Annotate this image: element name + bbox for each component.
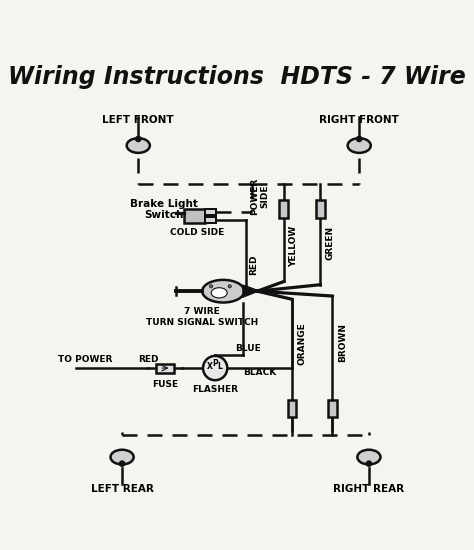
Text: FUSE: FUSE <box>152 379 178 389</box>
FancyBboxPatch shape <box>205 217 216 223</box>
Text: 7 WIRE
TURN SIGNAL SWITCH: 7 WIRE TURN SIGNAL SWITCH <box>146 307 258 327</box>
FancyBboxPatch shape <box>205 209 216 214</box>
Text: ORANGE: ORANGE <box>297 322 306 365</box>
Text: BROWN: BROWN <box>337 323 346 362</box>
Text: COLD SIDE: COLD SIDE <box>170 228 225 236</box>
Text: P: P <box>212 359 218 368</box>
Circle shape <box>210 285 213 288</box>
Circle shape <box>203 356 228 380</box>
Text: RIGHT REAR: RIGHT REAR <box>333 485 404 494</box>
Ellipse shape <box>127 138 150 153</box>
Ellipse shape <box>202 280 244 302</box>
Ellipse shape <box>110 450 134 464</box>
Text: POWER
SIDE: POWER SIDE <box>250 178 269 215</box>
Circle shape <box>228 285 231 288</box>
Ellipse shape <box>347 138 371 153</box>
Circle shape <box>356 136 362 141</box>
Text: LEFT REAR: LEFT REAR <box>91 485 154 494</box>
Text: BLUE: BLUE <box>235 344 260 353</box>
FancyBboxPatch shape <box>156 364 174 372</box>
Text: GREEN: GREEN <box>326 226 335 260</box>
Circle shape <box>136 136 141 141</box>
Text: LEFT FRONT: LEFT FRONT <box>102 114 174 125</box>
FancyBboxPatch shape <box>184 208 205 223</box>
Text: FLASHER: FLASHER <box>192 384 238 394</box>
Text: X: X <box>207 362 213 371</box>
Text: TO POWER: TO POWER <box>58 355 113 364</box>
FancyBboxPatch shape <box>328 400 337 417</box>
Text: Brake Light
Switch: Brake Light Switch <box>130 199 198 220</box>
Circle shape <box>119 461 125 466</box>
Text: YELLOW: YELLOW <box>289 226 298 267</box>
FancyBboxPatch shape <box>280 200 288 218</box>
Text: Wiring Instructions  HDTS - 7 Wire: Wiring Instructions HDTS - 7 Wire <box>8 65 466 89</box>
FancyBboxPatch shape <box>288 400 296 417</box>
Text: L: L <box>218 362 222 371</box>
Ellipse shape <box>357 450 381 464</box>
Text: BLACK: BLACK <box>243 368 276 377</box>
Text: RIGHT FRONT: RIGHT FRONT <box>319 114 399 125</box>
Text: RED: RED <box>249 254 258 275</box>
Ellipse shape <box>211 288 227 298</box>
Polygon shape <box>243 285 259 298</box>
Text: RED: RED <box>138 355 159 365</box>
Circle shape <box>366 461 372 466</box>
FancyBboxPatch shape <box>316 200 325 218</box>
